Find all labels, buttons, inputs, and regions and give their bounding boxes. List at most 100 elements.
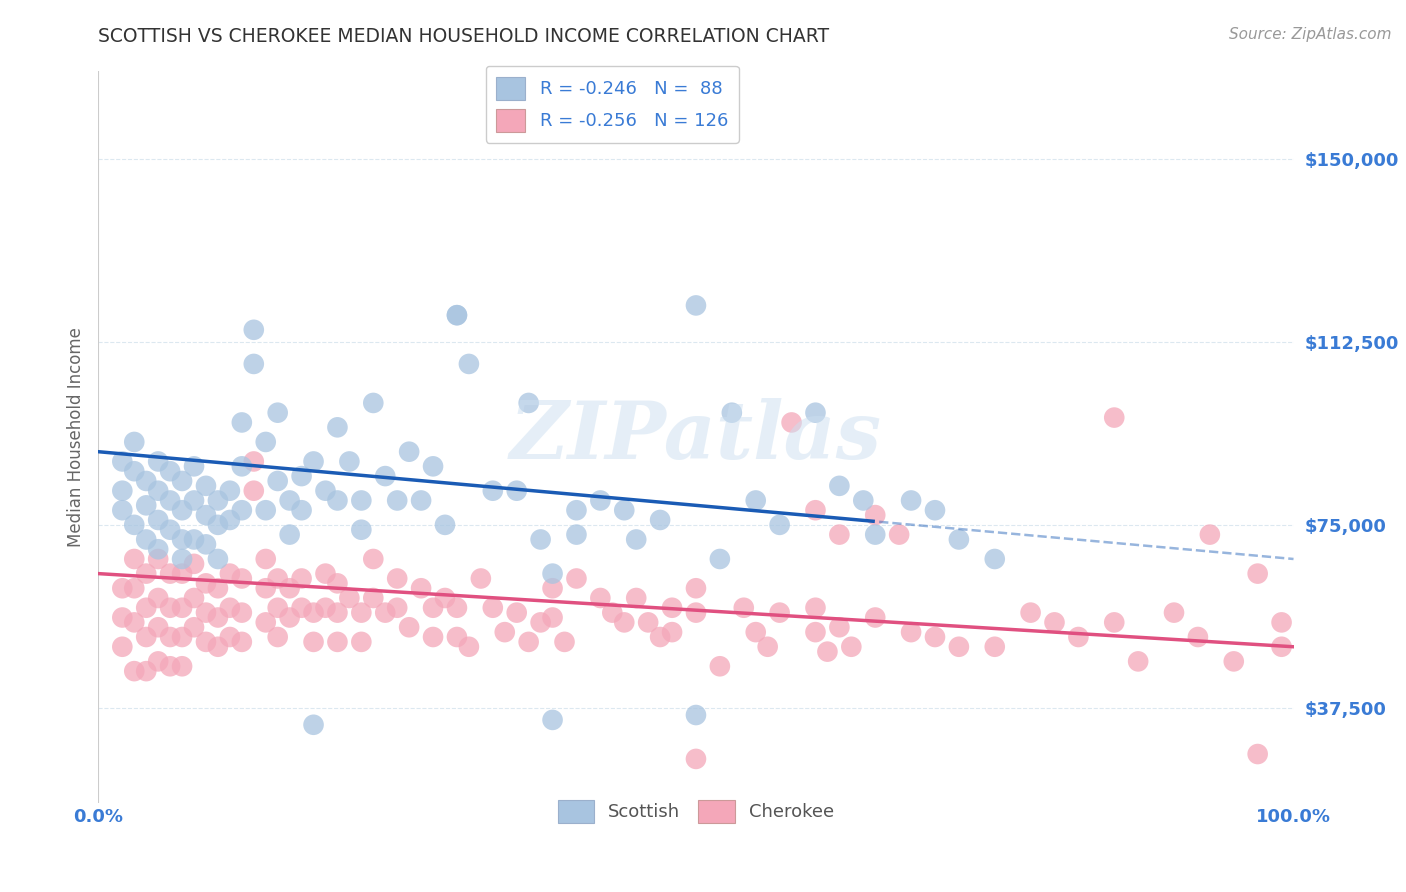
Point [924,503,946,517]
Point [948,640,970,654]
Point [124,517,146,532]
Text: Source: ZipAtlas.com: Source: ZipAtlas.com [1229,27,1392,42]
Point [172,533,194,547]
Point [446,308,468,322]
Text: ZIPatlas: ZIPatlas [510,399,882,475]
Point [350,635,373,649]
Point [124,552,146,566]
Point [648,630,672,644]
Point [243,357,266,371]
Point [494,625,516,640]
Point [315,600,337,615]
Point [626,533,648,547]
Point [111,503,134,517]
Point [231,416,253,430]
Point [1199,527,1222,541]
Point [291,572,314,586]
Point [411,581,433,595]
Point [363,396,385,410]
Point [685,298,707,312]
Point [828,527,851,541]
Point [924,630,946,644]
Point [815,645,838,659]
Point [183,533,205,547]
Point [231,503,253,517]
Point [291,600,314,615]
Point [541,566,564,581]
Point [685,606,707,620]
Point [207,552,229,566]
Point [733,600,755,615]
Point [517,396,540,410]
Point [302,635,325,649]
Point [398,620,420,634]
Point [589,591,612,605]
Point [267,572,290,586]
Point [385,600,409,615]
Point [278,493,301,508]
Point [852,493,875,508]
Point [565,527,588,541]
Point [135,566,157,581]
Point [565,503,588,517]
Point [148,483,170,498]
Point [111,610,134,624]
Point [172,552,194,566]
Point [422,459,444,474]
Point [207,581,229,595]
Point [350,606,373,620]
Point [541,581,564,595]
Point [159,493,181,508]
Point [1247,747,1270,761]
Point [458,640,481,654]
Point [124,434,146,449]
Point [254,581,277,595]
Point [207,640,229,654]
Point [374,606,396,620]
Point [254,434,277,449]
Point [183,459,205,474]
Point [1271,640,1294,654]
Point [768,517,790,532]
Point [243,454,266,468]
Point [900,493,922,508]
Point [648,513,672,527]
Point [267,474,290,488]
Point [254,552,277,566]
Point [948,533,970,547]
Point [183,493,205,508]
Point [254,615,277,630]
Point [219,566,242,581]
Point [481,600,505,615]
Point [195,606,218,620]
Point [780,416,803,430]
Point [195,576,218,591]
Point [172,659,194,673]
Point [530,533,553,547]
Point [195,537,218,551]
Point [889,527,911,541]
Point [291,469,314,483]
Point [1247,566,1270,581]
Point [231,572,253,586]
Point [111,640,134,654]
Point [148,454,170,468]
Point [195,508,218,522]
Point [721,406,744,420]
Point [254,503,277,517]
Point [135,499,157,513]
Point [768,606,790,620]
Point [984,552,1007,566]
Point [219,483,242,498]
Point [315,483,337,498]
Point [900,625,922,640]
Point [481,483,505,498]
Point [207,517,229,532]
Point [613,615,636,630]
Point [315,566,337,581]
Point [363,552,385,566]
Point [124,464,146,478]
Point [302,606,325,620]
Point [828,620,851,634]
Point [135,664,157,678]
